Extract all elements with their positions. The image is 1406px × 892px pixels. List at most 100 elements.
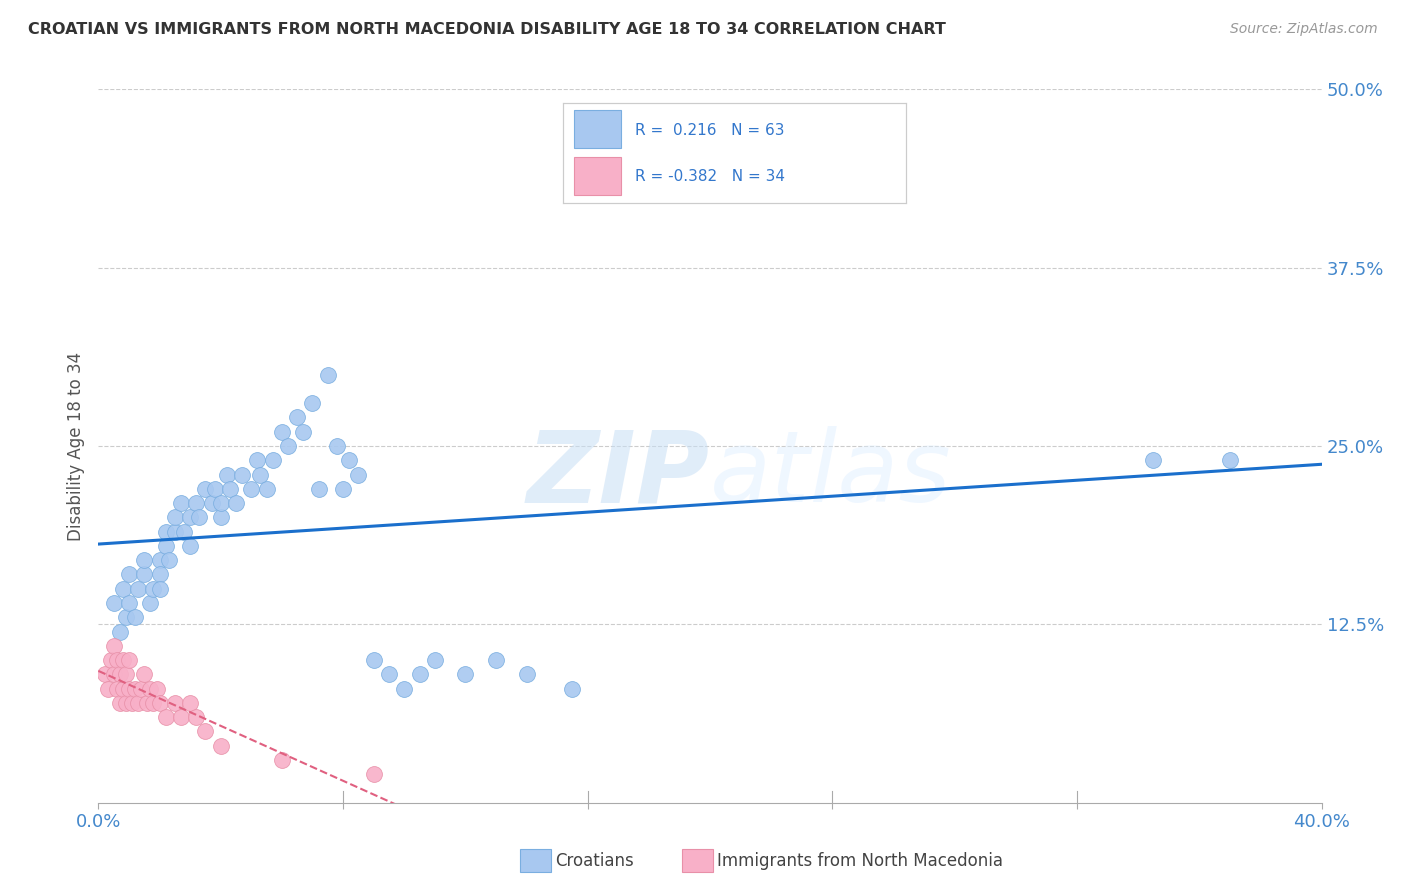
Point xyxy=(170,496,193,510)
Point xyxy=(194,724,217,739)
Point xyxy=(142,582,165,596)
Point xyxy=(485,653,508,667)
Point xyxy=(103,667,125,681)
Point xyxy=(209,739,232,753)
Point xyxy=(121,696,143,710)
Point xyxy=(115,667,138,681)
Point xyxy=(347,467,370,482)
Point xyxy=(179,696,201,710)
Point xyxy=(149,553,172,567)
Point xyxy=(127,582,149,596)
Point xyxy=(163,510,186,524)
Point xyxy=(363,767,385,781)
Point xyxy=(108,624,131,639)
Point xyxy=(301,396,323,410)
Text: Immigrants from North Macedonia: Immigrants from North Macedonia xyxy=(717,852,1002,870)
Point xyxy=(118,681,141,696)
Point xyxy=(134,553,156,567)
Point xyxy=(188,510,211,524)
Point xyxy=(108,667,131,681)
Point xyxy=(108,696,131,710)
Point xyxy=(124,610,146,624)
Point xyxy=(225,496,247,510)
Text: Croatians: Croatians xyxy=(555,852,634,870)
Point xyxy=(139,681,162,696)
Point xyxy=(134,567,156,582)
Point xyxy=(149,567,172,582)
Point xyxy=(378,667,401,681)
Point xyxy=(277,439,299,453)
Point xyxy=(111,653,134,667)
Point xyxy=(118,567,141,582)
Point xyxy=(100,653,122,667)
Point xyxy=(326,439,349,453)
Text: CROATIAN VS IMMIGRANTS FROM NORTH MACEDONIA DISABILITY AGE 18 TO 34 CORRELATION : CROATIAN VS IMMIGRANTS FROM NORTH MACEDO… xyxy=(28,22,946,37)
Point xyxy=(454,667,477,681)
Point xyxy=(337,453,360,467)
Point xyxy=(423,653,446,667)
Point xyxy=(194,482,217,496)
Point xyxy=(179,539,201,553)
Point xyxy=(111,681,134,696)
Point xyxy=(1142,453,1164,467)
Point xyxy=(115,610,138,624)
Point xyxy=(163,524,186,539)
Point xyxy=(200,496,222,510)
Point xyxy=(270,425,292,439)
Point xyxy=(204,482,226,496)
Point xyxy=(105,653,128,667)
Point xyxy=(134,667,156,681)
Point xyxy=(186,496,208,510)
Point xyxy=(127,696,149,710)
Point xyxy=(285,410,308,425)
Point xyxy=(408,667,430,681)
Point xyxy=(316,368,339,382)
Point xyxy=(93,667,115,681)
Text: Source: ZipAtlas.com: Source: ZipAtlas.com xyxy=(1230,22,1378,37)
Point xyxy=(392,681,416,696)
Point xyxy=(607,168,630,182)
Point xyxy=(149,696,172,710)
Point xyxy=(142,696,165,710)
Point xyxy=(111,582,134,596)
Point xyxy=(209,496,232,510)
Point xyxy=(155,524,177,539)
Point xyxy=(516,667,538,681)
Point xyxy=(179,510,201,524)
Point xyxy=(155,539,177,553)
Point xyxy=(262,453,284,467)
Point xyxy=(136,696,159,710)
Point xyxy=(249,467,271,482)
Point xyxy=(308,482,330,496)
Point xyxy=(292,425,315,439)
Point xyxy=(256,482,278,496)
Point xyxy=(170,710,193,724)
Point xyxy=(561,681,583,696)
Point xyxy=(103,639,125,653)
Point xyxy=(240,482,263,496)
Text: ZIP: ZIP xyxy=(527,426,710,523)
Point xyxy=(155,710,177,724)
Point xyxy=(231,467,253,482)
Point xyxy=(186,710,208,724)
Point xyxy=(1219,453,1241,467)
Point xyxy=(363,653,385,667)
Point xyxy=(246,453,269,467)
Y-axis label: Disability Age 18 to 34: Disability Age 18 to 34 xyxy=(67,351,86,541)
Point xyxy=(97,681,120,696)
Point xyxy=(139,596,162,610)
Point xyxy=(149,582,172,596)
Point xyxy=(157,553,180,567)
Point xyxy=(215,467,238,482)
Point xyxy=(118,596,141,610)
Point xyxy=(270,753,292,767)
Point xyxy=(163,696,186,710)
Point xyxy=(145,681,167,696)
Text: atlas: atlas xyxy=(710,426,952,523)
Point xyxy=(209,510,232,524)
Point xyxy=(124,681,146,696)
Point xyxy=(129,681,152,696)
Point xyxy=(118,653,141,667)
Point xyxy=(332,482,354,496)
Point xyxy=(103,596,125,610)
